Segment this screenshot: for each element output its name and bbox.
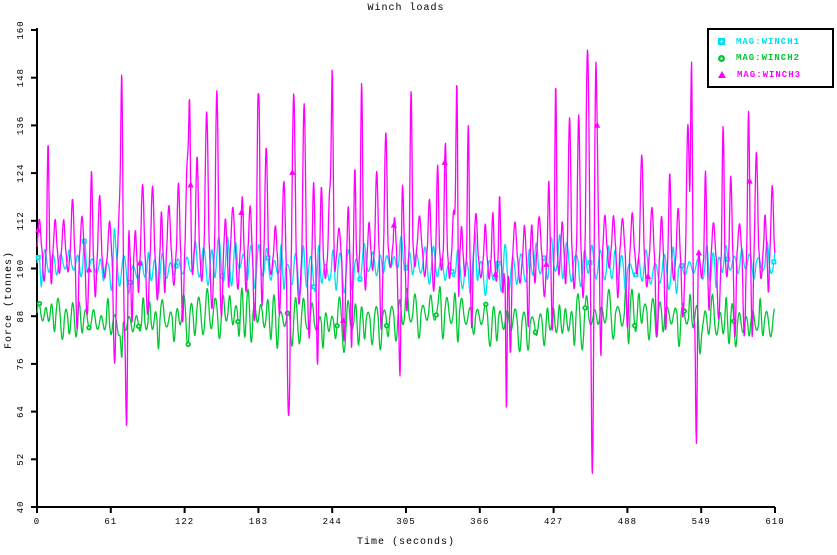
y-tick-label: 88 [16,310,26,323]
triangle-marker-icon [718,71,726,78]
x-axis-title: Time (seconds) [357,536,455,548]
axes: 40 52 64 76 88 100 112 124 136 148 160 0 61 122 183 244… [16,20,784,527]
x-tick-label: 244 [323,517,342,527]
x-tick-label: 61 [104,517,117,527]
y-tick-label: 160 [16,20,26,39]
x-tick-label: 122 [175,517,194,527]
series-line-MAG:WINCH3 [36,49,776,474]
y-tick-label: 76 [16,357,26,370]
y-tick-label: 148 [16,68,26,87]
legend: MAG:WINCH1 MAG:WINCH2 MAG:WINCH3 [707,28,834,88]
x-tick-label: 183 [249,517,268,527]
legend-label: MAG:WINCH2 [736,53,801,63]
x-tick-label: 0 [34,517,40,527]
circle-marker-icon [718,54,725,62]
plot-area: 40 52 64 76 88 100 112 124 136 148 160 0 61 122 183 244… [16,20,784,527]
x-tick-label: 366 [470,517,489,527]
y-tick-label: 112 [16,211,26,230]
legend-item-winch3: MAG:WINCH3 [718,70,832,80]
series-markers-MAG:WINCH3 [35,121,753,324]
x-tick-label: 610 [765,517,784,527]
legend-label: MAG:WINCH1 [736,36,801,47]
y-tick-label: 100 [16,259,26,278]
x-tick-label: 305 [396,517,415,527]
x-tick-label: 549 [692,517,711,527]
chart-title: Winch loads [367,2,444,14]
y-tick-label: 124 [16,163,26,182]
legend-item-winch2: MAG:WINCH2 [718,53,832,63]
square-marker-icon [718,38,725,45]
y-tick-label: 40 [16,501,26,514]
y-tick-label: 136 [16,116,26,135]
y-axis-title: Force (tonnes) [3,251,15,349]
y-tick-label: 52 [16,453,26,466]
y-tick-label: 64 [16,405,26,418]
x-tick-label: 427 [544,517,563,527]
x-tick-label: 488 [618,517,637,527]
legend-item-winch1: MAG:WINCH1 [718,37,832,47]
series-MAG:WINCH3 [35,49,776,474]
legend-label: MAG:WINCH3 [737,69,802,80]
